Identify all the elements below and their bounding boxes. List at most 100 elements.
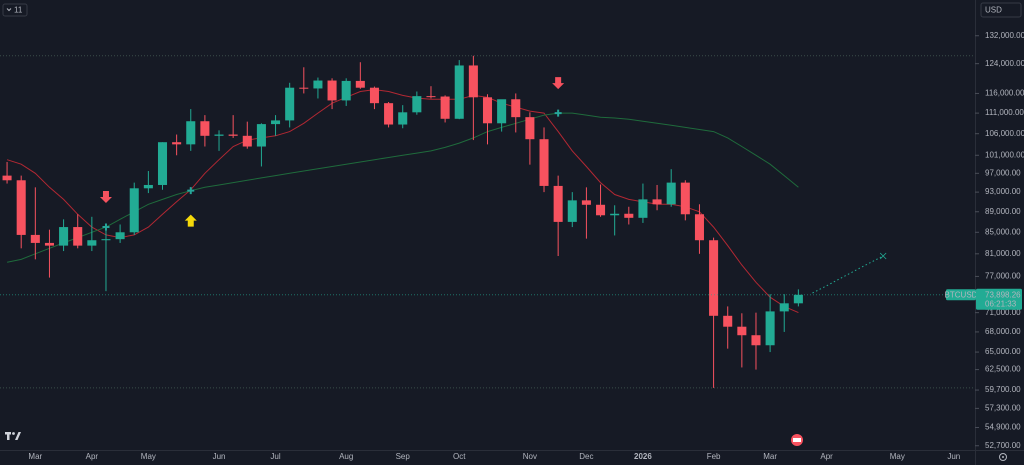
symbol-tag — [946, 289, 976, 301]
candle-body — [256, 124, 266, 147]
candle-body — [384, 103, 394, 125]
candle-body — [723, 315, 733, 327]
candle-body — [468, 65, 478, 98]
indicator-count: 11 — [14, 6, 23, 15]
candle-body — [157, 142, 168, 185]
cross-marker — [102, 223, 110, 231]
candle-body — [610, 213, 620, 216]
x-tick-label: Mar — [28, 452, 42, 461]
y-tick-label: 54,900.00 — [985, 423, 1021, 432]
candle-body — [172, 142, 182, 145]
x-tick-label: 2026 — [634, 452, 652, 461]
y-tick-label: 132,000.00 — [985, 31, 1024, 40]
chevron-icon — [6, 8, 12, 12]
candle-body — [16, 180, 26, 235]
candle-body — [454, 65, 464, 119]
y-tick-label: 62,500.00 — [985, 365, 1021, 374]
y-tick-label: 81,000.00 — [985, 249, 1021, 258]
y-tick-label: 52,700.00 — [985, 441, 1021, 450]
indicators-toggle[interactable]: 11 — [2, 3, 28, 17]
candle-body — [426, 96, 436, 98]
x-tick-label: Nov — [523, 452, 537, 461]
candle-body — [581, 200, 591, 205]
candle-body — [398, 112, 408, 125]
y-tick-label: 111,000.00 — [985, 108, 1024, 117]
candle-body — [751, 335, 761, 346]
candle-body — [369, 87, 379, 104]
x-tick-label: Aug — [339, 452, 353, 461]
candle-body — [765, 311, 775, 346]
candle-body — [709, 240, 719, 316]
candle-body — [511, 99, 521, 118]
currency-select[interactable]: USD — [980, 2, 1022, 18]
candle-body — [737, 326, 747, 336]
moving-average — [7, 112, 799, 263]
candle-body — [652, 199, 662, 205]
candle-body — [44, 242, 54, 246]
x-tick-label: Jun — [947, 452, 960, 461]
cross-marker — [554, 109, 562, 117]
candle-body — [129, 188, 139, 233]
candle-body — [186, 121, 196, 145]
y-tick-label: 106,000.00 — [985, 129, 1024, 138]
candle-body — [497, 99, 507, 124]
y-tick-label: 59,700.00 — [985, 385, 1021, 394]
candle-body — [87, 240, 97, 246]
candle-body — [285, 87, 295, 121]
candle-body — [638, 199, 648, 218]
candle-body — [793, 294, 803, 304]
y-tick-label: 71,000.00 — [985, 308, 1021, 317]
x-tick-label: May — [141, 452, 156, 461]
x-tick-label: Feb — [707, 452, 721, 461]
currency-box[interactable] — [980, 2, 1022, 18]
sell-arrow — [552, 77, 565, 90]
settings-button[interactable] — [999, 453, 1007, 461]
candle-body — [567, 200, 577, 222]
x-tick-label: May — [890, 452, 905, 461]
y-tick-label: 65,000.00 — [985, 347, 1021, 356]
x-tick-label: Mar — [763, 452, 777, 461]
projection-line — [812, 255, 884, 294]
logo-part — [12, 432, 15, 435]
countdown: 06:21:33 — [985, 299, 1017, 308]
event-glyph — [793, 438, 801, 442]
candle-body — [2, 175, 12, 181]
event-icon[interactable] — [791, 434, 803, 446]
price-label: 73,898.26 — [985, 290, 1021, 299]
cross-marker — [187, 187, 195, 195]
candle-body — [525, 117, 535, 140]
candle-body — [200, 121, 210, 136]
sell-arrow — [99, 191, 112, 204]
candle-body — [694, 214, 704, 241]
y-tick-label: 85,000.00 — [985, 227, 1021, 236]
x-tick-label: Jul — [270, 452, 280, 461]
candle-body — [101, 239, 111, 241]
x-tick-label: Oct — [453, 452, 466, 461]
candle-body — [143, 184, 153, 189]
candle-body — [242, 135, 252, 147]
candle-body — [271, 120, 281, 125]
y-tick-label: 77,000.00 — [985, 272, 1021, 281]
projection-end — [879, 252, 887, 260]
candle-body — [299, 87, 309, 89]
logo — [5, 432, 21, 440]
gear-icon[interactable] — [999, 453, 1007, 461]
candle-body — [327, 80, 337, 101]
x-tick-label: Dec — [579, 452, 593, 461]
moving-average — [6, 89, 799, 314]
buy-arrow — [184, 214, 197, 227]
y-tick-label: 89,000.00 — [985, 207, 1021, 216]
currency-label: USD — [985, 6, 1002, 15]
x-tick-label: Apr — [86, 452, 99, 461]
x-tick-label: Sep — [396, 452, 411, 461]
y-tick-label: 124,000.00 — [985, 59, 1024, 68]
candle-body — [341, 80, 351, 101]
candle-body — [553, 185, 563, 222]
toggle-box[interactable] — [2, 3, 28, 17]
x-tick-label: Apr — [820, 452, 833, 461]
candle-body — [680, 182, 690, 215]
y-tick-label: 116,000.00 — [985, 89, 1024, 98]
logo-part — [15, 432, 21, 440]
